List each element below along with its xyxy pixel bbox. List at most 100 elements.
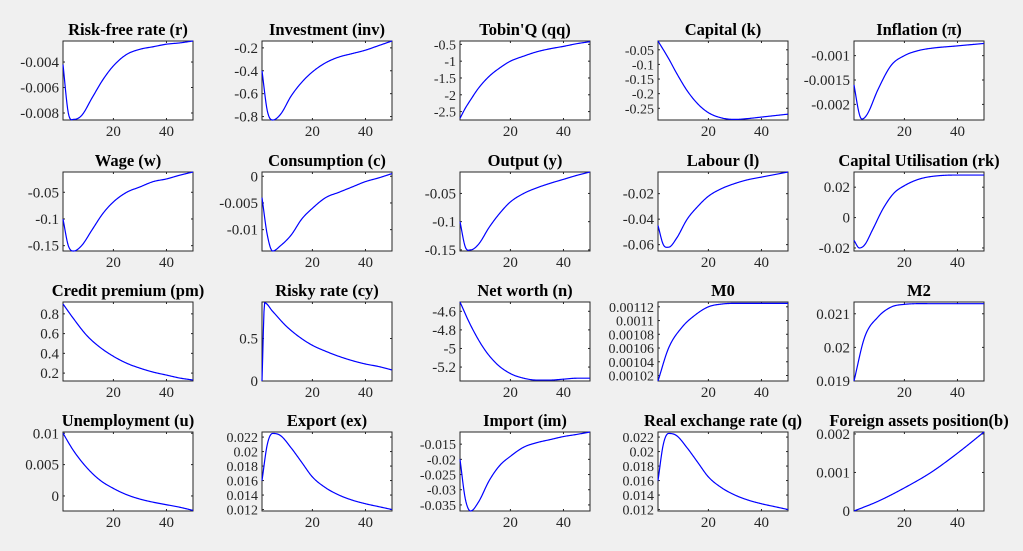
series-line bbox=[657, 40, 789, 121]
axes-box bbox=[459, 301, 591, 382]
x-tick-label: 20 bbox=[701, 515, 716, 531]
y-tick-label: -4.8 bbox=[432, 323, 456, 339]
x-tick-label: 40 bbox=[159, 515, 174, 531]
y-tick-label: -0.006 bbox=[20, 81, 59, 97]
y-tick-label: -5.2 bbox=[432, 360, 456, 376]
series-line bbox=[853, 42, 985, 120]
y-tick-label: -0.008 bbox=[20, 106, 59, 122]
y-tick-label: 0.022 bbox=[623, 431, 655, 446]
y-tick-label: -0.015 bbox=[420, 438, 456, 453]
y-tick-label: -0.05 bbox=[28, 185, 59, 201]
subplot-title: Capital Utilisation (rk) bbox=[838, 151, 999, 170]
x-tick-label: 40 bbox=[950, 124, 965, 140]
series-line bbox=[62, 303, 194, 381]
axes-box bbox=[853, 301, 985, 382]
axes-box bbox=[62, 40, 194, 121]
series-line bbox=[459, 171, 591, 251]
y-tick-label: 0.0011 bbox=[616, 315, 654, 330]
x-tick-label: 20 bbox=[503, 124, 518, 140]
y-tick-label: 0.012 bbox=[227, 504, 259, 519]
axes-box bbox=[657, 40, 789, 121]
x-tick-label: 20 bbox=[106, 385, 121, 401]
y-tick-label: -0.1 bbox=[35, 212, 59, 228]
axes-box bbox=[853, 40, 985, 121]
subplot-title: Export (ex) bbox=[287, 411, 367, 430]
y-tick-label: 0 bbox=[52, 489, 60, 505]
y-tick-label: -0.1 bbox=[632, 58, 654, 73]
y-tick-label: 0.014 bbox=[623, 489, 655, 504]
series-line bbox=[261, 302, 393, 382]
subplot-title: M0 bbox=[711, 281, 735, 300]
subplot-title: Consumption (c) bbox=[268, 151, 386, 170]
y-tick-label: -0.1 bbox=[432, 215, 456, 231]
subplot-title: Foreign assets position(b) bbox=[829, 411, 1008, 430]
y-tick-label: 0.00104 bbox=[609, 356, 655, 371]
axes-box bbox=[657, 171, 789, 252]
axes-box bbox=[62, 171, 194, 252]
y-tick-label: 0.02 bbox=[824, 340, 850, 356]
y-tick-label: -4.6 bbox=[432, 304, 456, 320]
x-tick-label: 40 bbox=[950, 515, 965, 531]
subplot: Foreign assets position(b) 20 40 0 0.001 0.00… bbox=[816, 411, 1008, 531]
series-line bbox=[657, 171, 789, 248]
series-line bbox=[853, 303, 984, 382]
subplot: Net worth (n) 20 40 -4.6 -4.8 -5 -5.2 bbox=[432, 281, 591, 401]
y-tick-label: -0.005 bbox=[219, 196, 258, 212]
y-tick-label: 0.022 bbox=[227, 431, 259, 446]
y-tick-label: -0.15 bbox=[425, 243, 456, 259]
y-tick-label: -0.8 bbox=[234, 110, 258, 126]
x-tick-label: 20 bbox=[503, 255, 518, 271]
y-tick-label: 0.002 bbox=[816, 427, 850, 443]
x-tick-label: 20 bbox=[106, 255, 121, 271]
y-tick-label: -0.15 bbox=[625, 73, 654, 88]
y-tick-label: 0.2 bbox=[40, 366, 59, 382]
x-tick-label: 20 bbox=[897, 515, 912, 531]
subplot: Real exchange rate (q) 20 40 0.0220.020.018… bbox=[623, 411, 803, 531]
y-tick-label: -1 bbox=[444, 55, 456, 70]
series-line bbox=[657, 302, 788, 382]
subplot-title: Tobin'Q (qq) bbox=[479, 20, 571, 39]
y-tick-label: 0.01 bbox=[33, 426, 59, 442]
series-line bbox=[62, 171, 194, 252]
x-tick-label: 20 bbox=[701, 385, 716, 401]
subplot-title: Investment (inv) bbox=[269, 20, 385, 39]
y-tick-label: 0.00112 bbox=[609, 301, 654, 316]
y-tick-label: -1.5 bbox=[434, 72, 456, 87]
series-line bbox=[459, 431, 591, 512]
y-tick-label: -2 bbox=[444, 89, 456, 104]
subplot: Investment (inv) 20 40 -0.2 -0.4 -0.6 -0.8 bbox=[234, 20, 393, 140]
y-tick-label: 0.014 bbox=[227, 489, 259, 504]
x-tick-label: 40 bbox=[159, 124, 174, 140]
y-tick-label: -0.01 bbox=[227, 223, 258, 239]
x-tick-label: 20 bbox=[305, 255, 320, 271]
subplot: M2 20 40 0.019 0.02 0.021 bbox=[816, 281, 985, 401]
subplot-title: Capital (k) bbox=[685, 20, 762, 39]
y-tick-label: -0.05 bbox=[625, 44, 654, 59]
x-tick-label: 20 bbox=[897, 255, 912, 271]
y-tick-label: 0.00102 bbox=[609, 370, 655, 385]
x-tick-label: 20 bbox=[701, 124, 716, 140]
x-tick-label: 40 bbox=[358, 385, 373, 401]
x-tick-label: 20 bbox=[701, 255, 716, 271]
y-tick-label: 0.018 bbox=[623, 460, 655, 475]
axes-box bbox=[459, 431, 591, 512]
x-tick-label: 40 bbox=[556, 124, 571, 140]
subplot-title: Risk-free rate (r) bbox=[68, 20, 188, 39]
y-tick-label: -0.5 bbox=[434, 38, 456, 53]
series-line bbox=[459, 41, 591, 119]
y-tick-label: -0.6 bbox=[234, 87, 258, 103]
y-tick-label: 0.005 bbox=[25, 458, 59, 474]
x-tick-label: 20 bbox=[305, 515, 320, 531]
subplot: Risk-free rate (r) 20 40 -0.004 -0.006 -0.008 bbox=[20, 20, 194, 140]
subplot: Risky rate (cy) 20 40 0 0.5 bbox=[239, 281, 393, 401]
subplot-title: Import (im) bbox=[483, 411, 567, 430]
subplot: Import (im) 20 40 -0.015-0.02-0.025-0.03-0.… bbox=[420, 411, 591, 531]
subplot-title: Risky rate (cy) bbox=[275, 281, 379, 300]
y-tick-label: -0.02 bbox=[427, 453, 456, 468]
subplot: Export (ex) 20 40 0.0220.020.0180.0160.0140… bbox=[227, 411, 393, 531]
subplot: Unemployment (u) 20 40 0.01 0.005 0 bbox=[25, 411, 194, 531]
y-tick-label: -0.004 bbox=[20, 55, 59, 71]
y-tick-label: 0.021 bbox=[816, 307, 850, 323]
